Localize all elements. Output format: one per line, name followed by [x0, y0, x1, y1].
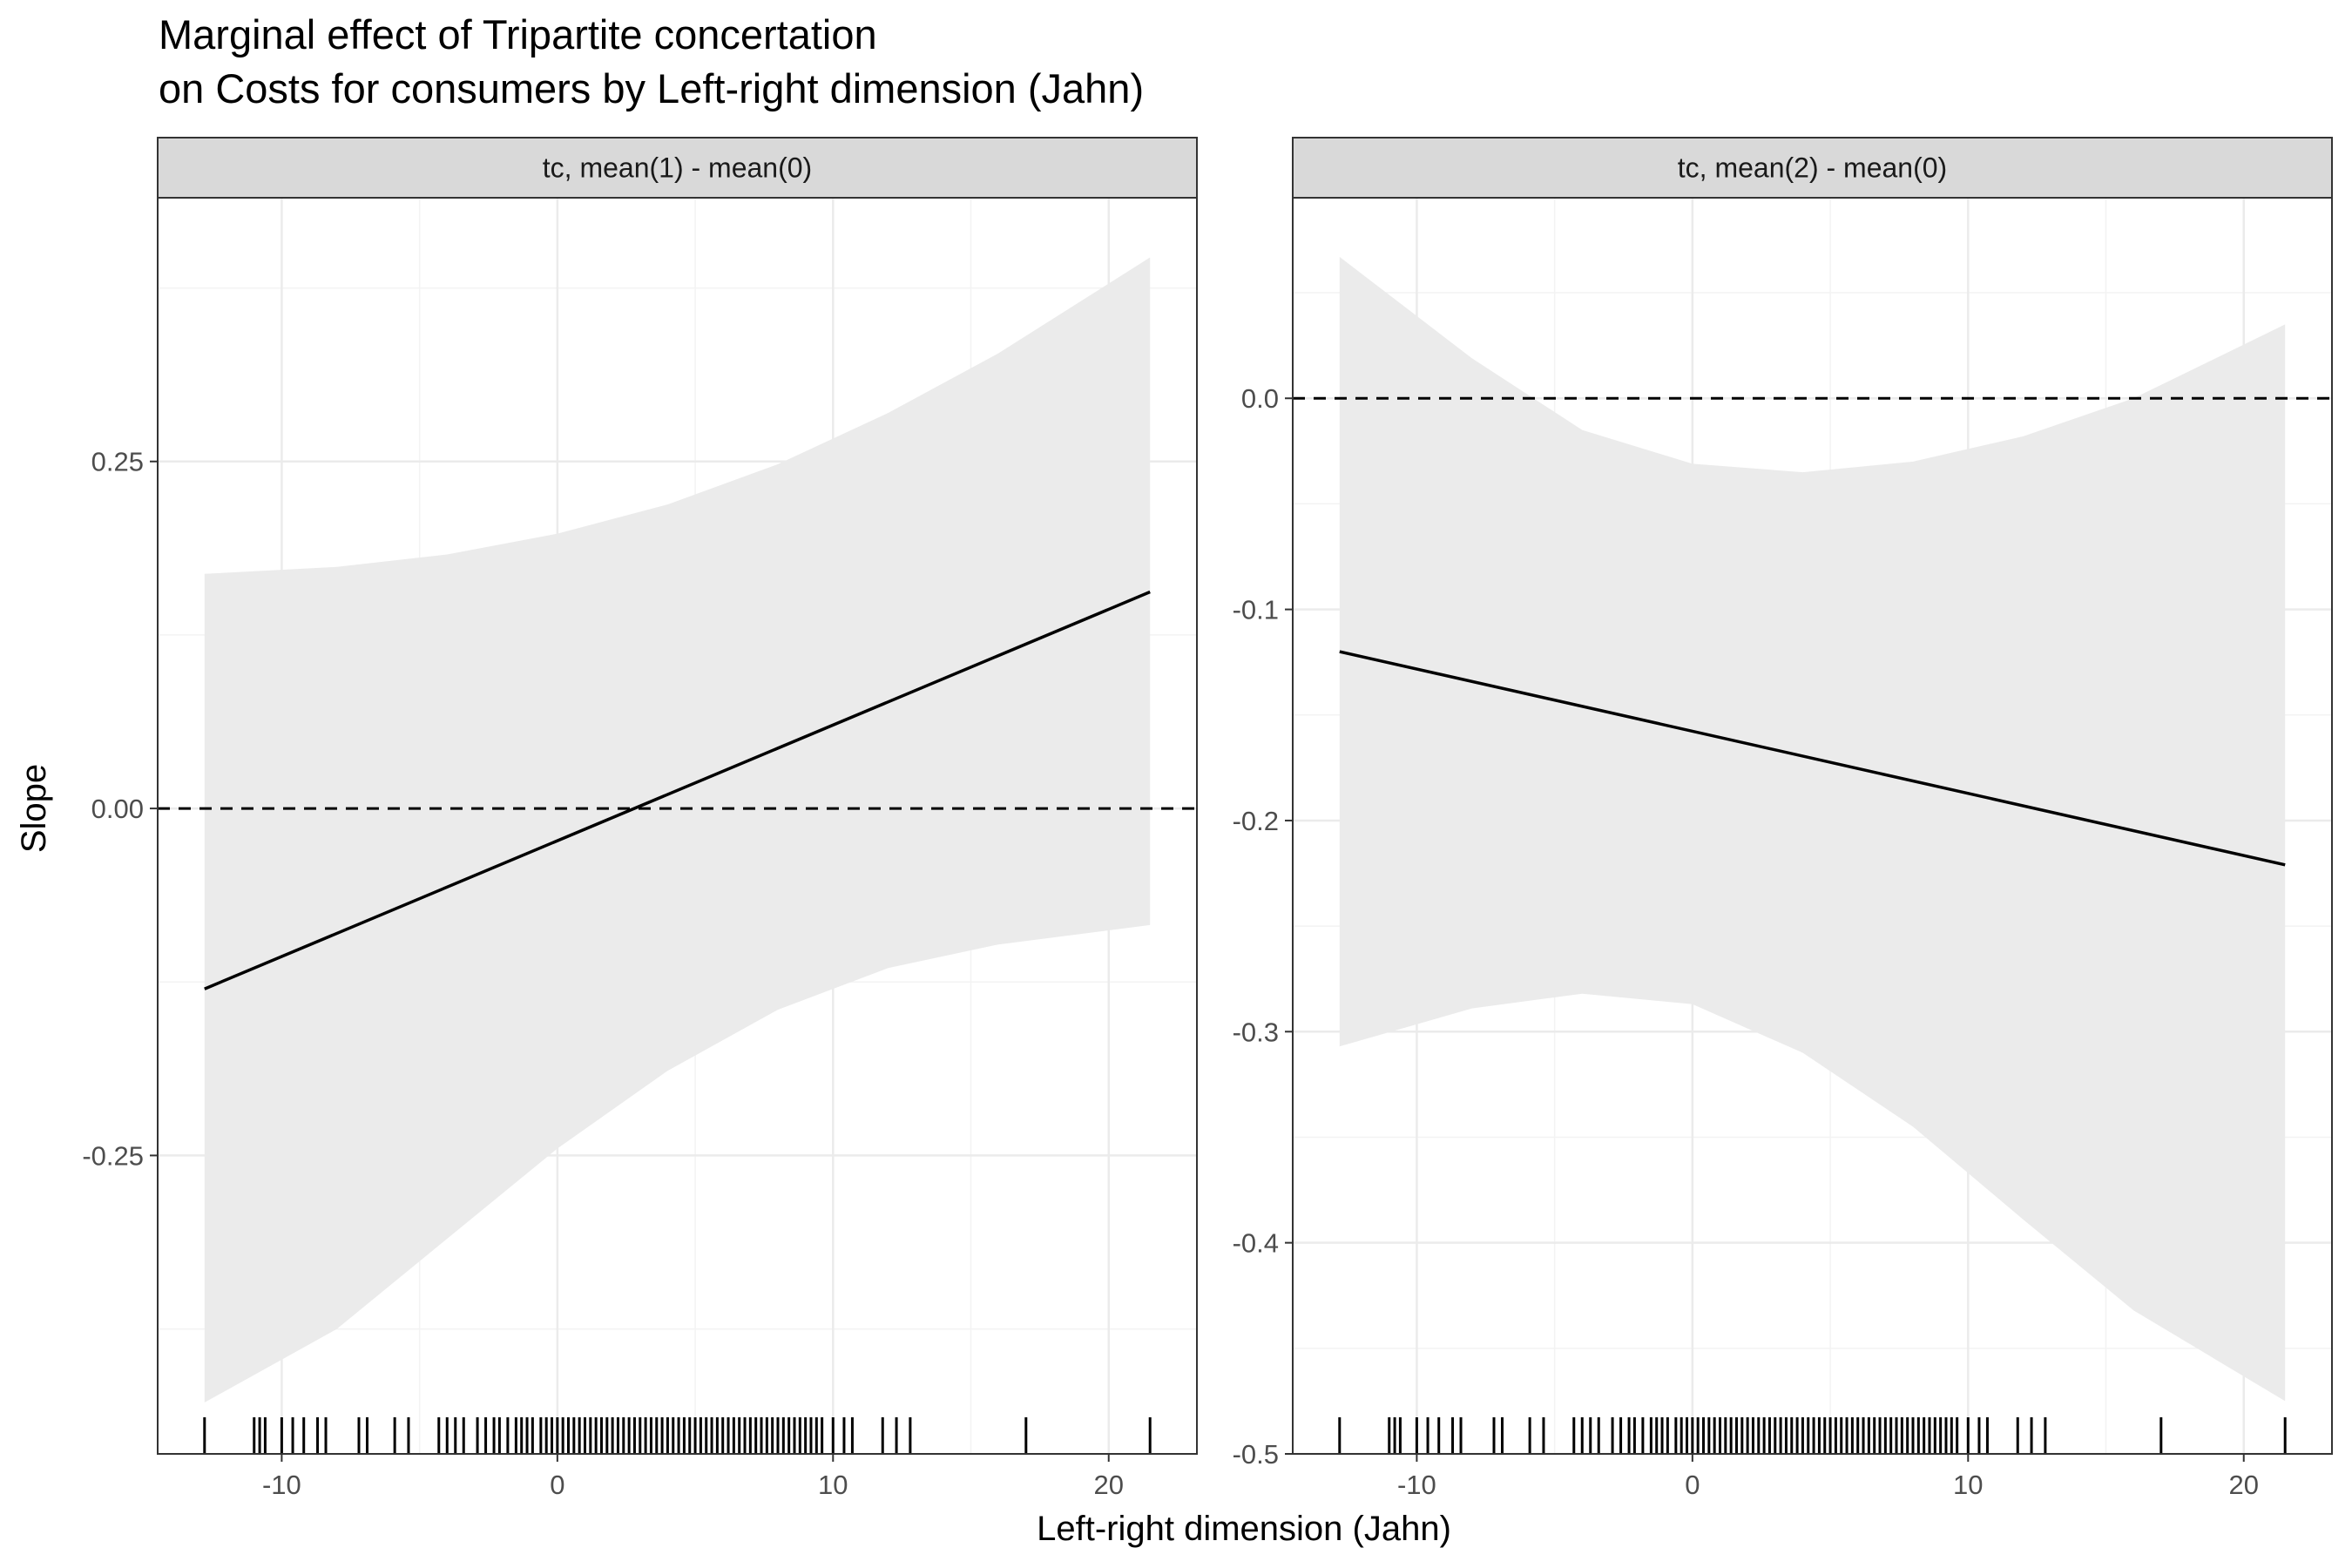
- x-axis-title: Left-right dimension (Jahn): [1037, 1510, 1451, 1548]
- panels-layer: tc, mean(1) - mean(0)-0.250.000.25-10 0 10…: [82, 137, 2333, 1500]
- y-tick-label: -0.5: [1233, 1439, 1279, 1470]
- facet-strip-label: tc, mean(1) - mean(0): [543, 152, 812, 184]
- y-tick-label: 0.0: [1241, 383, 1279, 414]
- x-tick-label: 10: [1953, 1470, 1983, 1500]
- confidence-ribbon: [1339, 256, 2286, 1402]
- marginal-effect-line: [204, 590, 1151, 990]
- x-tick-label: 10: [818, 1470, 848, 1500]
- panel-border: [157, 197, 1198, 1455]
- marginal-effect-line: [1339, 650, 2286, 867]
- y-tick-label: -0.1: [1233, 595, 1279, 625]
- x-tick-label: -10: [262, 1470, 301, 1500]
- chart-title-line-1: Marginal effect of Tripartite concertati…: [159, 11, 877, 57]
- x-tick-label: -10: [1397, 1470, 1436, 1500]
- y-tick-label: -0.3: [1233, 1017, 1279, 1047]
- y-tick-label: -0.4: [1233, 1228, 1279, 1259]
- panel-1: tc, mean(1) - mean(0) -0.25 0.00 0.25 -10 0 10…: [82, 137, 1198, 1500]
- panel-border: [1292, 197, 2333, 1455]
- y-tick-label: -0.25: [82, 1140, 144, 1171]
- y-axis-title: Slope: [15, 764, 53, 853]
- y-tick-label: 0.00: [91, 794, 144, 824]
- x-tick-label: 20: [1093, 1470, 1123, 1500]
- facet-strip-label: tc, mean(2) - mean(0): [1678, 152, 1947, 184]
- x-tick-label: 0: [1685, 1470, 1700, 1500]
- confidence-ribbon: [204, 257, 1151, 1402]
- y-tick-label: -0.2: [1233, 806, 1279, 836]
- panel-2: tc, mean(2) - mean(0) -0.5 -0.4 -0.3 -0.2 -0.…: [1233, 137, 2333, 1500]
- x-tick-label: 20: [2228, 1470, 2258, 1500]
- x-tick-label: 0: [550, 1470, 564, 1500]
- y-tick-label: 0.25: [91, 447, 144, 477]
- chart-title-line-2: on Costs for consumers by Left-right dim…: [159, 65, 1144, 112]
- facet-strip: [157, 137, 1198, 199]
